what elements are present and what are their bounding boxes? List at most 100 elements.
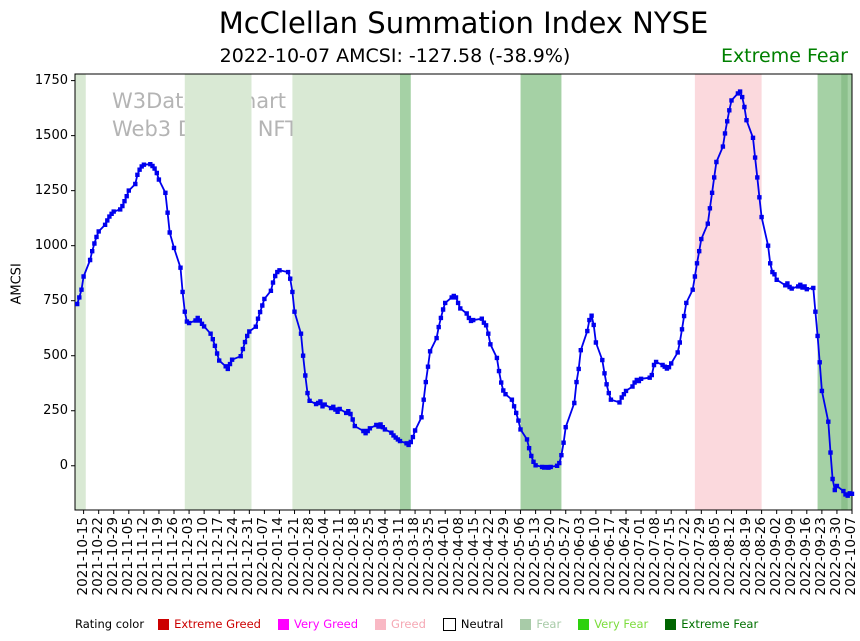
x-tick-label: 2022-08-12 [722,517,739,596]
y-tick-label: 500 [43,348,68,364]
x-tick-label: 2021-11-26 [165,517,181,596]
x-tick-label: 2021-11-12 [134,517,151,596]
rating-band [841,74,848,510]
x-tick-label: 2022-09-30 [827,517,844,596]
legend-swatch [277,618,289,630]
x-tick-label: 2022-02-25 [360,517,377,596]
legend-item-label: Neutral [460,617,504,631]
x-tick-label: 2021-11-05 [119,517,136,596]
legend-swatch [158,618,170,630]
legend-item-label: Extreme Greed [174,617,261,631]
x-tick-label: 2022-03-18 [406,517,423,596]
legend-item-extreme-fear: Extreme Fear [665,617,758,631]
legend-item-fear: Fear [520,617,561,631]
x-tick-label: 2022-06-17 [601,517,618,596]
legend-title: Rating color [75,617,145,631]
x-tick-label: 2022-09-02 [767,517,784,596]
y-tick-label: 250 [43,403,68,419]
x-tick-label: 2021-12-31 [240,517,257,596]
x-tick-label: 2021-11-19 [149,517,166,596]
plot-border [74,73,853,511]
x-tick-label: 2022-07-15 [662,517,679,596]
x-tick-label: 2022-02-18 [345,517,362,596]
legend-item-very-greed: Very Greed [277,617,359,631]
x-tick-label: 2022-07-01 [632,517,649,596]
x-tick-label: 2022-05-13 [526,517,543,596]
series-layer [75,89,855,498]
x-tick-label: 2022-03-25 [421,517,438,596]
y-tick-label: 1000 [34,238,68,254]
y-tick-label: 1250 [34,183,68,199]
x-tick-label: 2022-03-04 [375,517,392,596]
y-tick-label: 1750 [34,73,68,89]
x-tick-label: 2021-12-03 [180,517,197,596]
x-tick-label: 2022-05-27 [556,517,573,596]
x-tick-label: 2022-03-11 [391,517,407,596]
subtitle-row: 2022-10-07 AMCSI: -127.58 (-38.9%) Extre… [75,45,852,69]
x-tick-label: 2022-06-03 [571,517,588,596]
legend-swatch [520,618,532,630]
x-tick-label: 2021-12-17 [210,517,227,596]
x-tick-label: 2022-07-08 [647,517,664,596]
x-tick-label: 2022-09-23 [812,517,829,596]
legend-item-neutral: Neutral [442,617,504,631]
x-tick-label: 2022-04-08 [451,517,468,596]
x-tick-label: 2021-10-29 [104,517,121,596]
rating-band [520,74,562,510]
page-title: McClellan Summation Index NYSE [218,6,709,40]
x-tick-label: 2022-06-10 [586,517,603,596]
x-tick-label: 2022-04-15 [466,517,483,596]
legend: Rating color Extreme Greed Very Greed Gree… [75,614,855,634]
x-tick-label: 2021-10-22 [89,517,106,596]
x-tick-label: 2022-07-22 [677,517,694,596]
x-tick-label: 2022-08-26 [752,517,769,596]
current-rating-label: Extreme Fear [720,45,848,67]
legend-item-label: Very Fear [594,617,649,631]
subtitle-date-value: 2022-10-07 AMCSI: -127.58 (-38.9%) [219,45,571,67]
x-tick-label: 2022-04-29 [496,517,513,596]
legend-item-label: Very Greed [293,617,359,631]
x-tick-label: 2022-09-16 [797,517,814,596]
x-tick-label: 2022-06-24 [617,517,633,596]
legend-item-label: Extreme Fear [681,617,759,631]
x-tick-label: 2022-01-07 [255,517,272,596]
y-tick-label: 1500 [34,128,68,144]
rating-band [400,74,411,510]
legend-item-very-fear: Very Fear [578,617,648,631]
legend-item-label: Fear [536,617,562,631]
x-tick-label: 2022-01-21 [285,517,302,596]
x-tick-label: 2022-08-19 [737,517,754,596]
x-tick-label: 2022-05-06 [511,517,528,596]
x-tick-label: 2022-01-14 [270,517,287,596]
x-tick-label: 2022-09-09 [782,517,799,596]
legend-swatch [375,618,387,630]
x-tick-label: 2021-12-24 [225,517,242,596]
legend-item-extreme-greed: Extreme Greed [158,617,261,631]
legend-item-greed: Greed [375,617,426,631]
x-tick-label: 2021-10-15 [74,517,91,596]
legend-swatch [665,618,677,630]
rating-band [184,74,252,510]
x-tick-label: 2022-02-04 [315,517,332,596]
y-tick-label: 0 [59,458,68,474]
y-tick-label: 750 [43,293,68,309]
rating-band [292,74,401,510]
legend-items: Extreme Greed Very Greed Greed Neutral Fear V… [158,617,775,631]
x-tick-label: 2021-12-10 [195,517,212,596]
x-tick-label: 2022-01-28 [300,517,317,596]
legend-swatch [442,617,456,631]
x-tick-label: 2022-05-20 [541,517,558,596]
x-tick-label: 2022-02-11 [330,517,347,596]
x-tick-label: 2022-10-07 [843,517,859,596]
x-tick-label: 2022-07-29 [692,517,709,596]
x-tick-label: 2022-04-01 [436,517,453,596]
rating-band [694,74,762,510]
legend-swatch [578,618,590,630]
x-tick-label: 2022-08-05 [707,517,724,596]
axes-layer [71,73,853,514]
rating-bands-layer [75,74,852,510]
x-tick-label: 2022-04-22 [481,517,498,596]
legend-item-label: Greed [391,617,426,631]
